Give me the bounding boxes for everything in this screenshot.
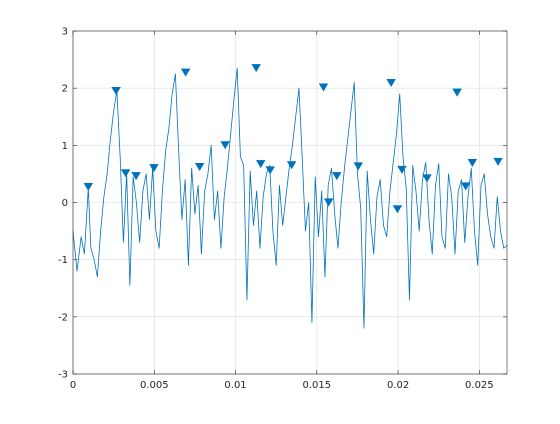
peak-marker xyxy=(353,162,363,171)
peak-marker xyxy=(422,174,432,183)
y-tick-label: -3 xyxy=(58,370,68,381)
peak-marker xyxy=(111,86,121,95)
signal-line xyxy=(72,67,508,329)
x-tick-label: 0 xyxy=(70,380,76,391)
peak-marker xyxy=(220,141,230,150)
peak-marker xyxy=(286,161,297,170)
axes xyxy=(72,30,508,375)
peak-marker xyxy=(180,68,191,77)
peak-marker xyxy=(256,160,266,169)
signal-series xyxy=(72,67,508,329)
tick-labels: 0 0.005 0.01 0.015 0.02 0.025 -3 -2 -1 0 1 2 3 xyxy=(58,27,494,392)
peak-marker xyxy=(386,78,396,87)
y-tick-label: 2 xyxy=(62,84,68,95)
y-tick-label: 1 xyxy=(62,141,68,152)
x-tick-label: 0.02 xyxy=(387,380,409,391)
y-tick-label: -2 xyxy=(58,312,68,323)
peak-marker xyxy=(392,205,403,214)
peak-marker xyxy=(83,182,94,192)
peak-marker xyxy=(493,157,503,166)
y-tick-label: -1 xyxy=(58,255,68,266)
grid xyxy=(72,30,507,375)
y-tick-label: 0 xyxy=(62,198,68,209)
peak-markers xyxy=(83,64,503,214)
x-tick-label: 0.005 xyxy=(140,380,169,391)
peak-marker xyxy=(194,162,205,172)
x-tick-label: 0.015 xyxy=(302,380,331,391)
x-tick-label: 0.01 xyxy=(224,380,246,391)
peak-marker xyxy=(149,164,159,173)
peak-marker xyxy=(460,182,471,191)
peak-marker xyxy=(397,165,407,174)
peak-marker xyxy=(318,83,329,92)
peak-marker xyxy=(251,64,261,73)
x-tick-label: 0.025 xyxy=(465,380,494,391)
peak-marker xyxy=(323,198,334,207)
peak-marker xyxy=(332,172,342,181)
y-tick-label: 3 xyxy=(62,27,68,38)
peak-marker xyxy=(120,169,131,178)
peak-marker xyxy=(452,88,462,97)
peak-marker xyxy=(265,166,275,175)
peak-marker xyxy=(467,158,478,168)
peak-marker xyxy=(131,172,141,181)
